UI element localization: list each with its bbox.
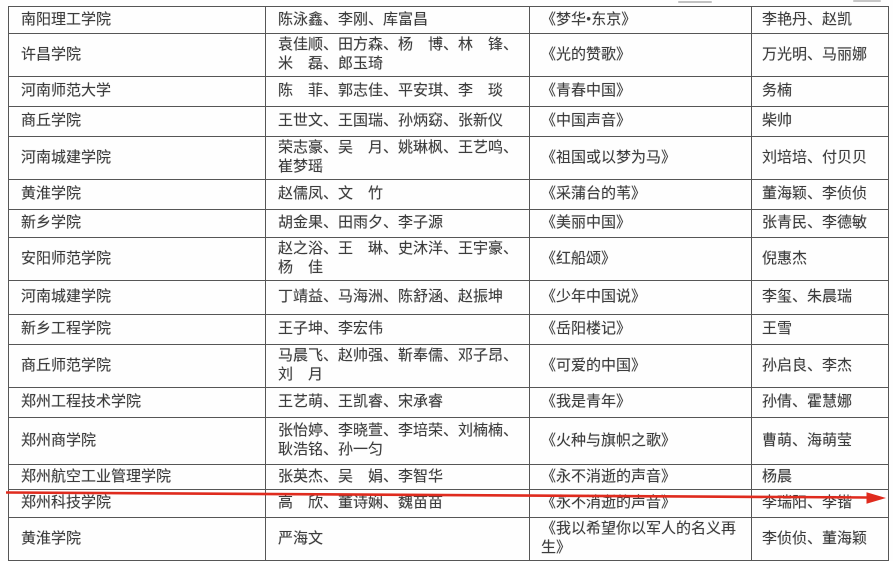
- instructors-cell: 曹萌、海萌莹: [751, 417, 889, 465]
- work-title-cell: 《可爱的中国》: [529, 344, 752, 388]
- participants-cell: 马晨飞、赵帅强、靳奉儒、邓子昂、刘 月: [265, 344, 530, 388]
- school-cell: 河南城建学院: [8, 136, 266, 180]
- school-cell: 河南城建学院: [8, 280, 266, 315]
- school-cell: 郑州航空工业管理学院: [8, 464, 266, 490]
- work-title-cell: 《祖国或以梦为马》: [529, 136, 752, 180]
- instructors-cell: 李玺、朱晨瑞: [751, 280, 889, 315]
- table-row: 许昌学院 袁佳顺、田方森、杨 博、林 锋、米 磊、郎玉琦 《光的赞歌》 万光明、…: [8, 33, 889, 77]
- results-table: 南阳理工学院 陈泳鑫、李刚、库富昌 《梦华•东京》 李艳丹、赵凯 许昌学院 袁佳…: [8, 6, 889, 561]
- school-cell: 郑州工程技术学院: [8, 387, 266, 418]
- work-title-cell: 《我是青年》: [529, 387, 752, 418]
- table-row: 南阳理工学院 陈泳鑫、李刚、库富昌 《梦华•东京》 李艳丹、赵凯: [8, 6, 889, 34]
- school-cell: 郑州商学院: [8, 417, 266, 465]
- participants-cell: 袁佳顺、田方森、杨 博、林 锋、米 磊、郎玉琦: [265, 33, 530, 77]
- work-title-cell: 《永不消逝的声音》: [529, 489, 752, 518]
- table-row: 黄淮学院 赵儒凤、文 竹 《采蒲台的苇》 董海颖、李侦侦: [8, 179, 889, 210]
- scanned-document-page: 南阳理工学院 陈泳鑫、李刚、库富昌 《梦华•东京》 李艳丹、赵凯 许昌学院 袁佳…: [5, 0, 889, 561]
- participants-cell: 陈 菲、郭志佳、平安琪、李 琰: [265, 76, 530, 107]
- work-title-cell: 《岳阳楼记》: [529, 314, 752, 345]
- instructors-cell: 张青民、李德敏: [751, 209, 889, 238]
- instructors-cell: 柴帅: [751, 106, 889, 137]
- work-title-cell: 《永不消逝的声音》: [529, 464, 752, 490]
- school-cell: 黄淮学院: [8, 517, 266, 561]
- school-cell: 许昌学院: [8, 33, 266, 77]
- participants-cell: 王子坤、李宏伟: [265, 314, 530, 345]
- scan-artifact: [853, 0, 881, 2]
- table-row: 河南城建学院 丁靖益、马海洲、陈舒涵、赵振坤 《少年中国说》 李玺、朱晨瑞: [8, 280, 889, 315]
- table-row: 郑州科技学院 高 欣、董诗娴、魏苗苗 《永不消逝的声音》 李瑞阳、李锴: [8, 489, 889, 518]
- participants-cell: 丁靖益、马海洲、陈舒涵、赵振坤: [265, 280, 530, 315]
- participants-cell: 荣志豪、吴 月、姚琳枫、王艺鸣、崔梦瑶: [265, 136, 530, 180]
- school-cell: 南阳理工学院: [8, 6, 266, 34]
- school-cell: 新乡工程学院: [8, 314, 266, 345]
- school-cell: 安阳师范学院: [8, 237, 266, 281]
- work-title-cell: 《火种与旗帜之歌》: [529, 417, 752, 465]
- school-cell: 黄淮学院: [8, 179, 266, 210]
- school-cell: 河南师范大学: [8, 76, 266, 107]
- work-title-cell: 《梦华•东京》: [529, 6, 752, 34]
- school-cell: 郑州科技学院: [8, 489, 266, 518]
- school-cell: 商丘师范学院: [8, 344, 266, 388]
- instructors-cell: 孙启良、李杰: [751, 344, 889, 388]
- work-title-cell: 《我以希望你以军人的名义再生》: [529, 517, 752, 561]
- table-row: 郑州商学院 张怡婷、李晓萱、李培荣、刘楠楠、耿浩铭、孙一匀 《火种与旗帜之歌》 …: [8, 417, 889, 465]
- instructors-cell: 董海颖、李侦侦: [751, 179, 889, 210]
- work-title-cell: 《青春中国》: [529, 76, 752, 107]
- instructors-cell: 万光明、马丽娜: [751, 33, 889, 77]
- instructors-cell: 李瑞阳、李锴: [751, 489, 889, 518]
- instructors-cell: 刘培培、付贝贝: [751, 136, 889, 180]
- instructors-cell: 倪惠杰: [751, 237, 889, 281]
- participants-cell: 陈泳鑫、李刚、库富昌: [265, 6, 530, 34]
- instructors-cell: 杨晨: [751, 464, 889, 490]
- participants-cell: 胡金果、田雨夕、李子源: [265, 209, 530, 238]
- participants-cell: 赵之浴、王 琳、史沐洋、王宇豪、杨 佳: [265, 237, 530, 281]
- work-title-cell: 《光的赞歌》: [529, 33, 752, 77]
- table-row: 黄淮学院 严海文 《我以希望你以军人的名义再生》 李侦侦、董海颖: [8, 517, 889, 561]
- work-title-cell: 《少年中国说》: [529, 280, 752, 315]
- work-title-cell: 《采蒲台的苇》: [529, 179, 752, 210]
- table-row: 郑州工程技术学院 王艺萌、王凯睿、宋承睿 《我是青年》 孙倩、霍慧娜: [8, 387, 889, 418]
- participants-cell: 张怡婷、李晓萱、李培荣、刘楠楠、耿浩铭、孙一匀: [265, 417, 530, 465]
- instructors-cell: 王雪: [751, 314, 889, 345]
- instructors-cell: 孙倩、霍慧娜: [751, 387, 889, 418]
- table-row: 商丘师范学院 马晨飞、赵帅强、靳奉儒、邓子昂、刘 月 《可爱的中国》 孙启良、李…: [8, 344, 889, 388]
- table-row: 郑州航空工业管理学院 张英杰、吴 娟、李智华 《永不消逝的声音》 杨晨: [8, 464, 889, 490]
- instructors-cell: 务楠: [751, 76, 889, 107]
- work-title-cell: 《红船颂》: [529, 237, 752, 281]
- participants-cell: 赵儒凤、文 竹: [265, 179, 530, 210]
- instructors-cell: 李侦侦、董海颖: [751, 517, 889, 561]
- school-cell: 新乡学院: [8, 209, 266, 238]
- table-row: 新乡工程学院 王子坤、李宏伟 《岳阳楼记》 王雪: [8, 314, 889, 345]
- participants-cell: 严海文: [265, 517, 530, 561]
- table-row: 新乡学院 胡金果、田雨夕、李子源 《美丽中国》 张青民、李德敏: [8, 209, 889, 238]
- results-table-body: 南阳理工学院 陈泳鑫、李刚、库富昌 《梦华•东京》 李艳丹、赵凯 许昌学院 袁佳…: [8, 6, 889, 561]
- participants-cell: 高 欣、董诗娴、魏苗苗: [265, 489, 530, 518]
- scan-artifact: [678, 1, 712, 3]
- table-row: 商丘学院 王世文、王国瑞、孙炳窈、张新仪 《中国声音》 柴帅: [8, 106, 889, 137]
- table-row: 河南师范大学 陈 菲、郭志佳、平安琪、李 琰 《青春中国》 务楠: [8, 76, 889, 107]
- participants-cell: 王艺萌、王凯睿、宋承睿: [265, 387, 530, 418]
- instructors-cell: 李艳丹、赵凯: [751, 6, 889, 34]
- school-cell: 商丘学院: [8, 106, 266, 137]
- participants-cell: 张英杰、吴 娟、李智华: [265, 464, 530, 490]
- table-row: 河南城建学院 荣志豪、吴 月、姚琳枫、王艺鸣、崔梦瑶 《祖国或以梦为马》 刘培培…: [8, 136, 889, 180]
- work-title-cell: 《中国声音》: [529, 106, 752, 137]
- table-row: 安阳师范学院 赵之浴、王 琳、史沐洋、王宇豪、杨 佳 《红船颂》 倪惠杰: [8, 237, 889, 281]
- participants-cell: 王世文、王国瑞、孙炳窈、张新仪: [265, 106, 530, 137]
- work-title-cell: 《美丽中国》: [529, 209, 752, 238]
